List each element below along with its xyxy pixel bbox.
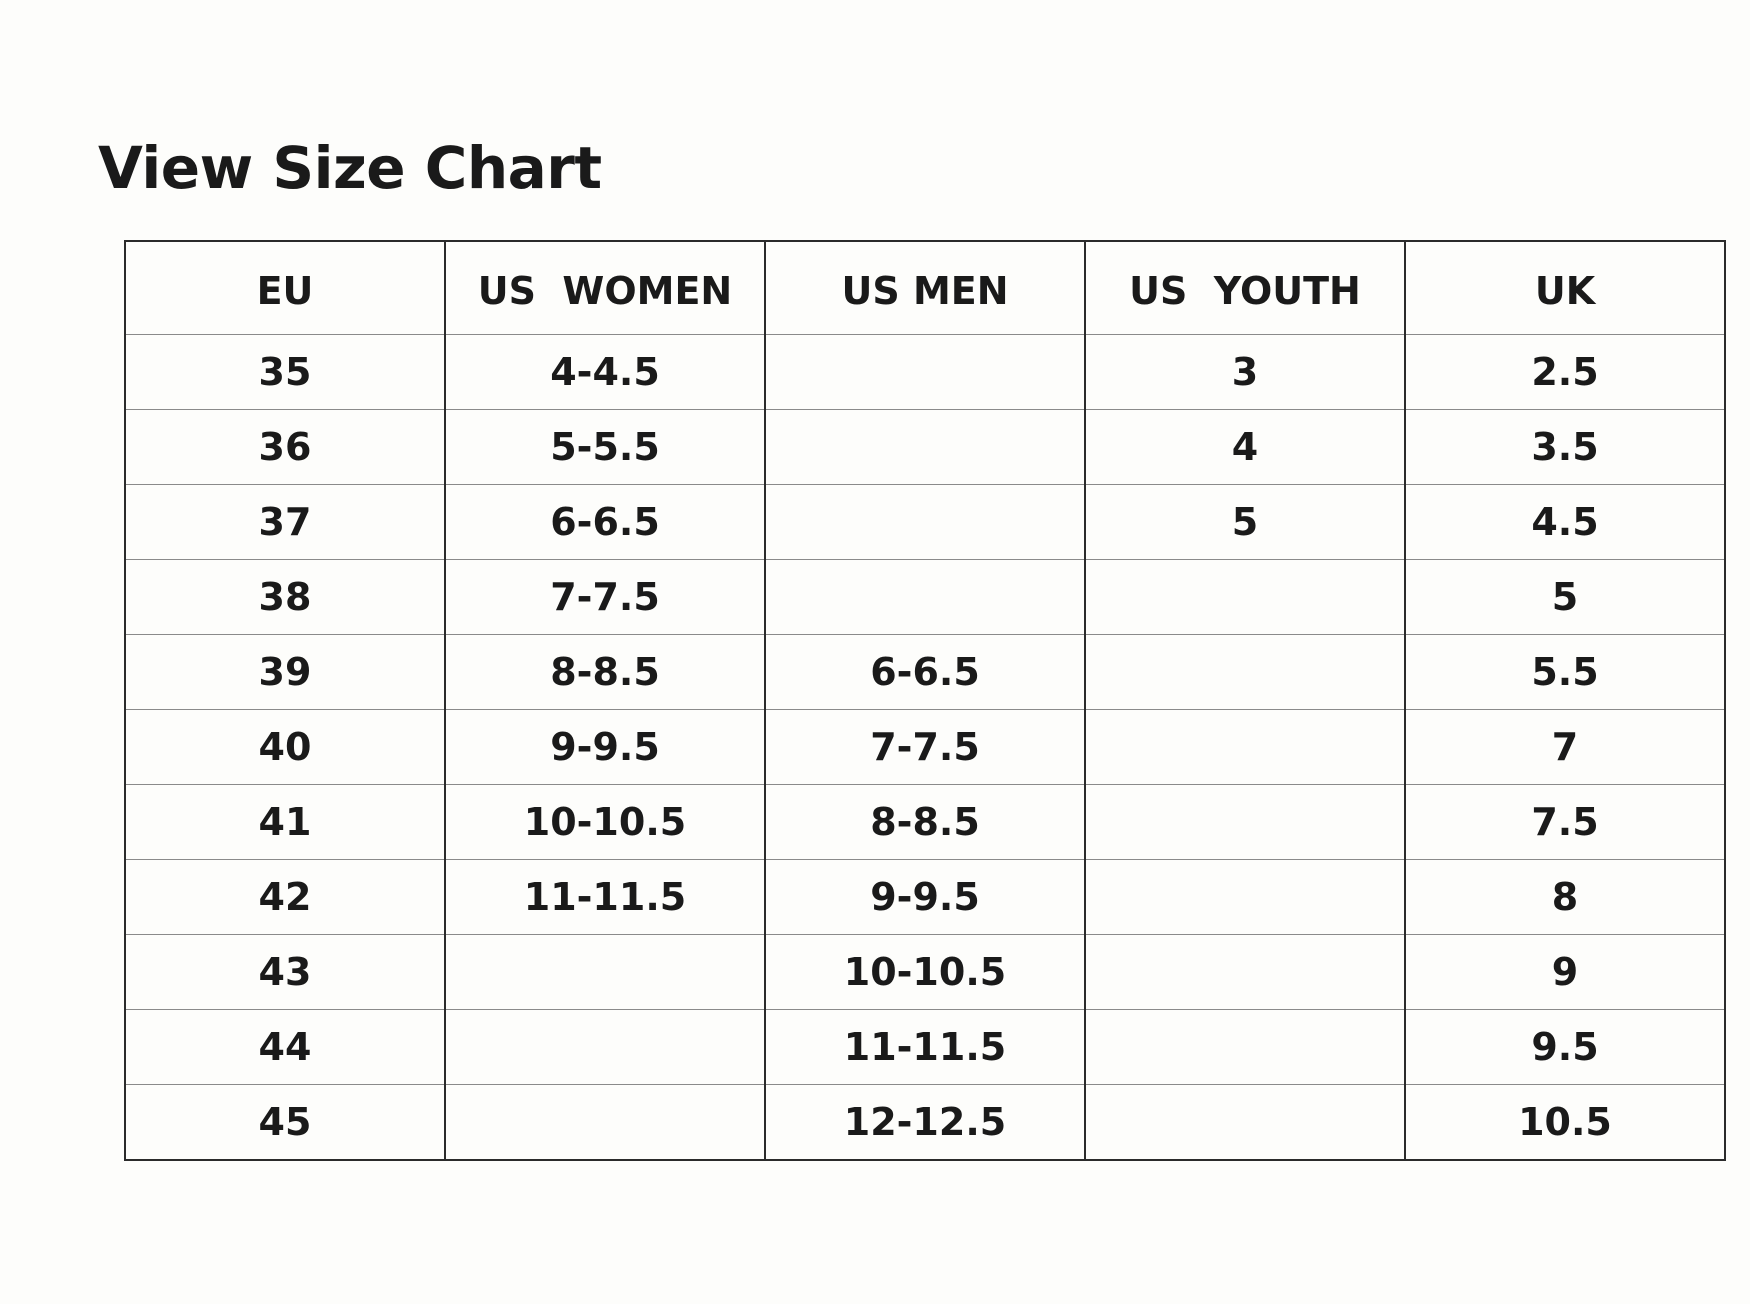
cell-us-women: 7-7.5 [444,559,766,635]
cell-us-women: 10-10.5 [444,784,766,860]
cell-us-women: 9-9.5 [444,709,766,785]
cell-uk: 7.5 [1404,784,1726,860]
cell-us-men: 6-6.5 [764,634,1086,710]
cell-us-women [444,934,766,1010]
column-header-us-men: US MEN [764,240,1086,335]
header-row: EU US WOMEN US MEN US YOUTH UK [124,240,1726,335]
cell-uk: 4.5 [1404,484,1726,560]
cell-us-women [444,1009,766,1085]
cell-uk: 9.5 [1404,1009,1726,1085]
column-header-us-women: US WOMEN [444,240,766,335]
cell-us-youth: 3 [1084,334,1406,410]
column-header-us-youth: US YOUTH [1084,240,1406,335]
cell-eu: 39 [124,634,446,710]
cell-eu: 35 [124,334,446,410]
table-row: 38 7-7.5 5 [124,559,1726,635]
cell-eu: 45 [124,1084,446,1161]
page-title: View Size Chart [98,134,602,202]
cell-uk: 7 [1404,709,1726,785]
cell-us-men [764,559,1086,635]
cell-us-youth [1084,1009,1406,1085]
cell-us-youth: 4 [1084,409,1406,485]
cell-eu: 40 [124,709,446,785]
table-row: 37 6-6.5 5 4.5 [124,484,1726,560]
cell-us-men: 12-12.5 [764,1084,1086,1161]
table-row: 43 10-10.5 9 [124,934,1726,1010]
cell-us-women: 11-11.5 [444,859,766,935]
cell-us-youth [1084,559,1406,635]
table-row: 41 10-10.5 8-8.5 7.5 [124,784,1726,860]
cell-us-youth [1084,784,1406,860]
size-chart-table: EU US WOMEN US MEN US YOUTH UK 35 4-4.5 3 2… [124,240,1726,1161]
cell-uk: 5.5 [1404,634,1726,710]
cell-us-men: 9-9.5 [764,859,1086,935]
size-chart-header: EU US WOMEN US MEN US YOUTH UK [124,240,1726,335]
cell-us-youth [1084,859,1406,935]
cell-us-men: 7-7.5 [764,709,1086,785]
cell-us-youth: 5 [1084,484,1406,560]
cell-us-men [764,409,1086,485]
cell-eu: 37 [124,484,446,560]
column-header-uk: UK [1404,240,1726,335]
table-row: 45 12-12.5 10.5 [124,1084,1726,1161]
cell-eu: 41 [124,784,446,860]
cell-us-youth [1084,1084,1406,1161]
cell-uk: 8 [1404,859,1726,935]
cell-eu: 36 [124,409,446,485]
cell-us-men: 8-8.5 [764,784,1086,860]
cell-us-women [444,1084,766,1161]
column-header-eu: EU [124,240,446,335]
cell-eu: 43 [124,934,446,1010]
cell-us-men [764,484,1086,560]
table-row: 36 5-5.5 4 3.5 [124,409,1726,485]
table-row: 42 11-11.5 9-9.5 8 [124,859,1726,935]
table-row: 40 9-9.5 7-7.5 7 [124,709,1726,785]
table-row: 35 4-4.5 3 2.5 [124,334,1726,410]
table-row: 44 11-11.5 9.5 [124,1009,1726,1085]
cell-eu: 38 [124,559,446,635]
cell-us-youth [1084,709,1406,785]
cell-us-women: 8-8.5 [444,634,766,710]
cell-us-men [764,334,1086,410]
cell-us-men: 10-10.5 [764,934,1086,1010]
table-row: 39 8-8.5 6-6.5 5.5 [124,634,1726,710]
cell-uk: 5 [1404,559,1726,635]
size-chart-body: 35 4-4.5 3 2.5 36 5-5.5 4 3.5 37 6-6.5 5 4.5 38 7-7.5… [124,334,1726,1161]
cell-uk: 3.5 [1404,409,1726,485]
cell-eu: 42 [124,859,446,935]
cell-uk: 2.5 [1404,334,1726,410]
cell-us-women: 5-5.5 [444,409,766,485]
cell-us-men: 11-11.5 [764,1009,1086,1085]
cell-uk: 10.5 [1404,1084,1726,1161]
cell-us-youth [1084,634,1406,710]
cell-us-women: 6-6.5 [444,484,766,560]
cell-us-women: 4-4.5 [444,334,766,410]
cell-us-youth [1084,934,1406,1010]
cell-uk: 9 [1404,934,1726,1010]
cell-eu: 44 [124,1009,446,1085]
